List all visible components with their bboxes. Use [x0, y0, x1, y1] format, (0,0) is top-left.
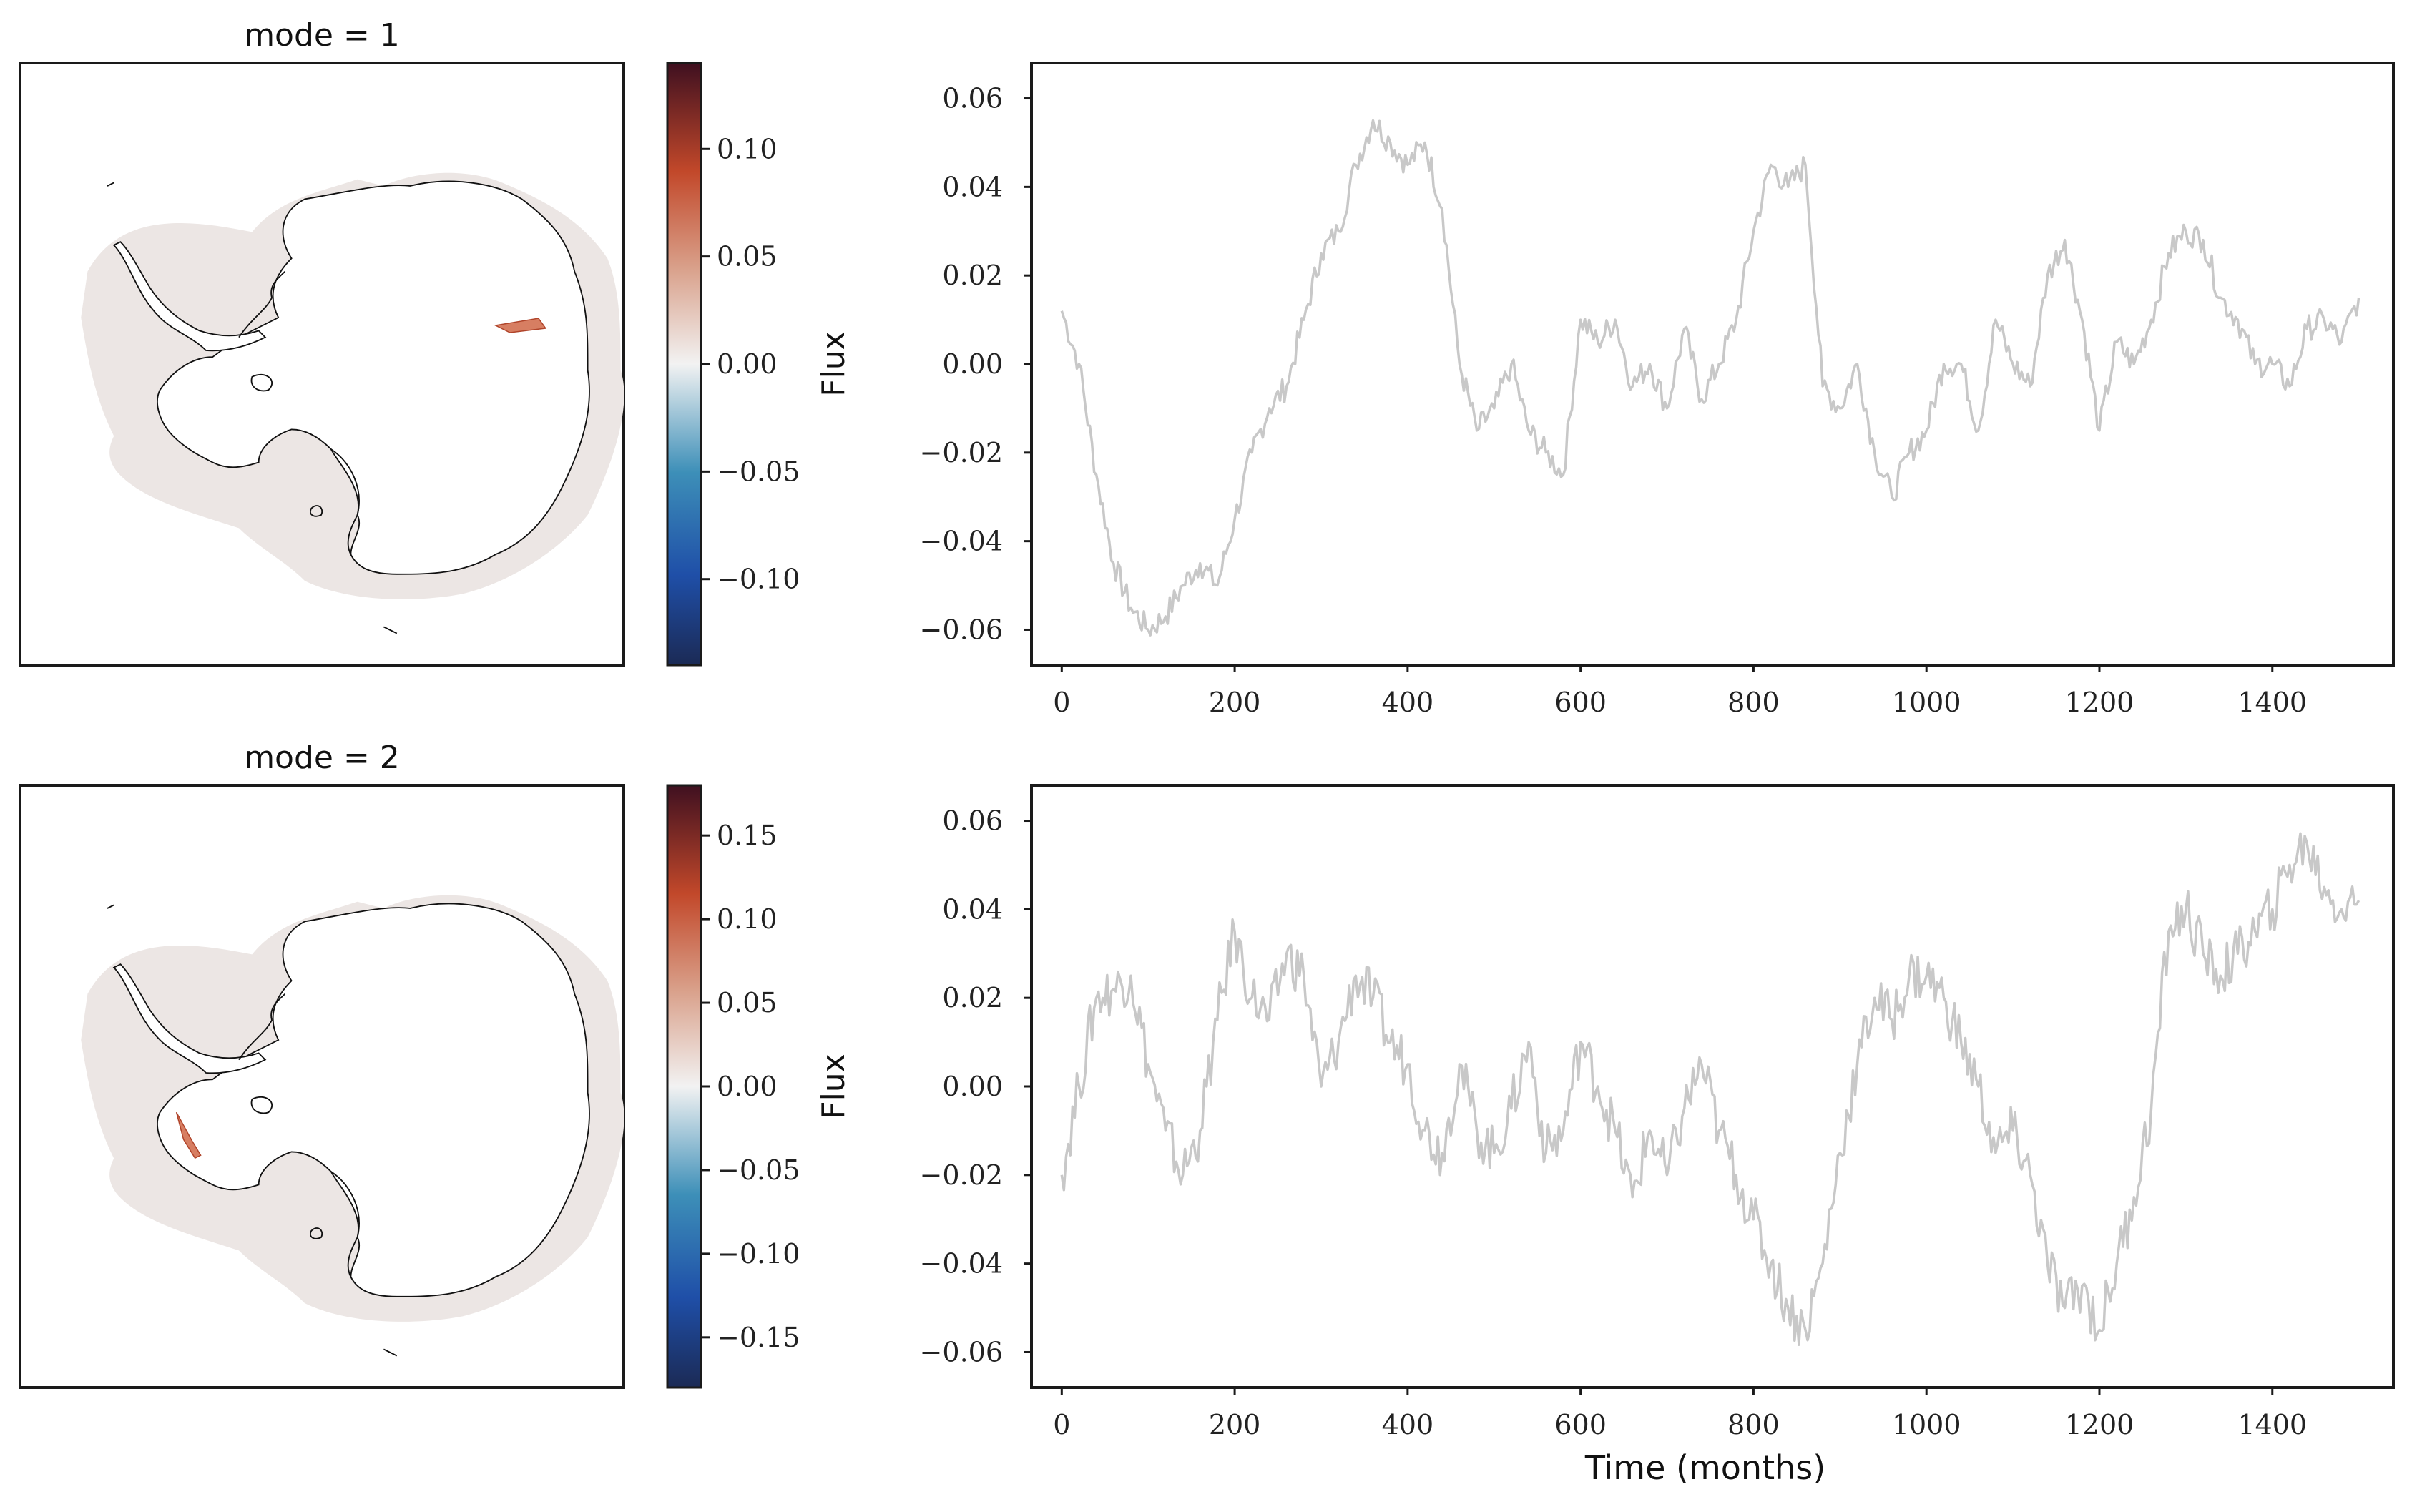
colorbar-label: Flux — [815, 1054, 852, 1119]
x-tick-label: 1000 — [1892, 1409, 1961, 1440]
colorbar-tick-label: 0.15 — [717, 820, 778, 851]
x-tick-label: 400 — [1382, 687, 1434, 718]
y-tick-label: 0.00 — [942, 1071, 1003, 1102]
colorbar-tick-label: −0.05 — [717, 456, 800, 487]
colorbar-tick-label: 0.10 — [717, 133, 778, 165]
flux-anomaly — [175, 1111, 202, 1159]
colorbar-gradient — [666, 62, 702, 667]
colorbar-tick-label: 0.05 — [717, 987, 778, 1018]
x-tick-label: 1400 — [2237, 1409, 2307, 1440]
flux-anomaly — [494, 318, 547, 333]
y-tick-label: −0.04 — [920, 526, 1003, 557]
x-tick-label: 600 — [1554, 687, 1607, 718]
y-tick-label: 0.06 — [942, 83, 1003, 114]
y-tick-label: 0.04 — [942, 171, 1003, 202]
colorbar-tick-label: 0.05 — [717, 241, 778, 273]
colorbar-tick-label: 0.00 — [717, 1071, 778, 1102]
colorbar-tick-label: 0.00 — [717, 348, 778, 380]
series-line — [1060, 119, 2360, 637]
map-panel: mode = 1 — [19, 17, 625, 667]
x-tick-label: 600 — [1554, 1409, 1607, 1440]
x-tick-label: 1200 — [2065, 687, 2134, 718]
x-tick-label: 0 — [1053, 687, 1070, 718]
x-tick-label: 400 — [1382, 1409, 1434, 1440]
x-tick-label: 800 — [1727, 1409, 1780, 1440]
colorbar-tick-label: −0.05 — [717, 1154, 800, 1186]
y-tick-label: 0.00 — [942, 348, 1003, 380]
y-tick-label: −0.04 — [920, 1248, 1003, 1280]
y-tick-label: 0.04 — [942, 893, 1003, 925]
panel-2: mode = 2 0.15 0.10 0.05 0.00 −0.05 −0.10 −0.15 F… — [19, 740, 2395, 1487]
x-tick-label: 0 — [1053, 1409, 1070, 1440]
line-chart-2: 0 200 400 600 800 1000 1200 1400 0.06 0.04 0.02 0.0… — [920, 784, 2395, 1487]
x-tick-label: 200 — [1209, 687, 1261, 718]
line-chart-1: 0 200 400 600 800 1000 1200 1400 0.06 0.04 0.02 0.0… — [920, 62, 2395, 718]
colorbar-tick-label: −0.10 — [717, 1238, 800, 1270]
colorbar-tick-label: −0.15 — [717, 1322, 800, 1353]
y-tick-label: 0.02 — [942, 260, 1003, 291]
x-tick-label: 800 — [1727, 687, 1780, 718]
x-tick-label: 200 — [1209, 1409, 1261, 1440]
y-tick-label: 0.02 — [942, 982, 1003, 1013]
x-tick-label: 1000 — [1892, 687, 1961, 718]
y-tick-label: −0.02 — [920, 437, 1003, 468]
y-tick-label: −0.02 — [920, 1159, 1003, 1191]
map-title: mode = 1 — [244, 17, 400, 54]
series-line — [1060, 832, 2360, 1346]
colorbar: 0.10 0.05 0.00 −0.05 −0.10 Flux — [666, 62, 852, 667]
panel-1: mode = 1 0.10 0.05 0.00 −0.05 −0.10 Flux 0 200 40… — [19, 17, 2395, 718]
colorbar-tick-label: −0.10 — [717, 564, 800, 595]
y-tick-label: −0.06 — [920, 614, 1003, 645]
map-panel: mode = 2 — [19, 740, 625, 1389]
map-title: mode = 2 — [244, 740, 400, 776]
x-tick-label: 1400 — [2237, 687, 2307, 718]
colorbar: 0.15 0.10 0.05 0.00 −0.05 −0.10 −0.15 Flux — [666, 784, 852, 1389]
y-tick-label: 0.06 — [942, 805, 1003, 837]
colorbar-label: Flux — [815, 331, 852, 396]
x-axis-label: Time (months) — [1584, 1448, 1825, 1487]
x-tick-label: 1200 — [2065, 1409, 2134, 1440]
y-tick-label: −0.06 — [920, 1336, 1003, 1368]
colorbar-tick-label: 0.10 — [717, 903, 778, 935]
colorbar-gradient — [666, 784, 702, 1389]
